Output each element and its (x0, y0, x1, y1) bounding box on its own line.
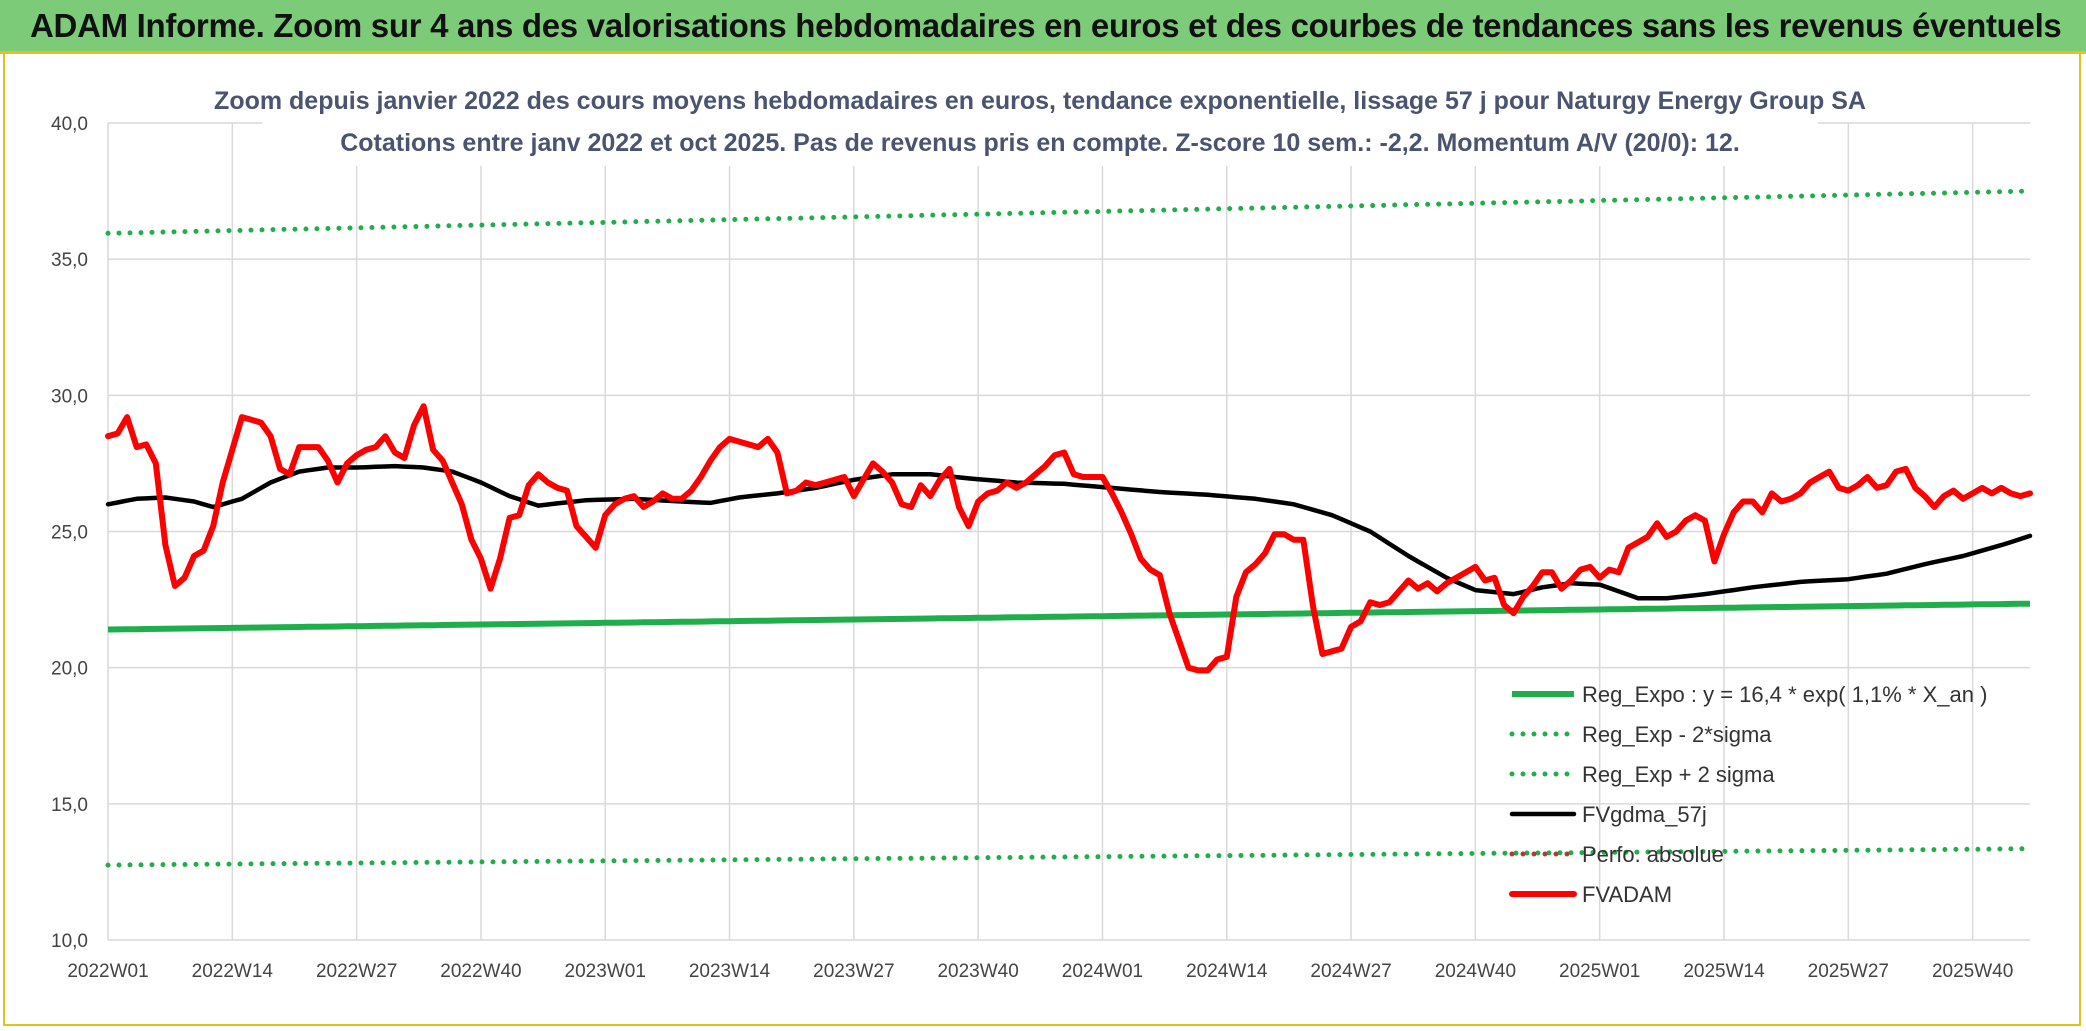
axis-ticks: 10,0 15,0 20,0 25,0 30,0 35,0 40,0 2022W01 2022W… (51, 114, 2013, 982)
x-tick-label: 2025W27 (1808, 961, 1889, 982)
chart-frame (3, 54, 2081, 1026)
banner-title: ADAM Informe. Zoom sur 4 ans des valoris… (30, 7, 2062, 44)
x-tick-label: 2024W01 (1062, 961, 1143, 982)
grid (107, 122, 2030, 941)
x-tick-label: 2023W40 (937, 961, 1018, 982)
series-line-reg-exp-2-sigma (105, 188, 2033, 236)
y-tick-label: 35,0 (51, 250, 88, 271)
y-tick-label: 30,0 (51, 386, 88, 407)
x-tick-label: 2024W40 (1435, 961, 1516, 982)
legend-label: Perfo. absolue (1582, 842, 1724, 867)
legend-label: FVADAM (1582, 882, 1672, 907)
y-tick-label: 25,0 (51, 523, 88, 544)
chart-title: Zoom depuis janvier 2022 des cours moyen… (214, 87, 1866, 115)
legend-label: Reg_Exp + 2 sigma (1582, 762, 1775, 787)
legend-label: Reg_Exp - 2*sigma (1582, 722, 1772, 747)
legend: Reg_Expo : y = 16,4 * exp( 1,1% * X_an )… (1509, 682, 1987, 907)
series-line-reg-exp-2-sigma (105, 846, 2033, 868)
x-tick-label: 2022W40 (440, 961, 521, 982)
y-tick-label: 10,0 (51, 931, 88, 952)
x-tick-label: 2022W14 (192, 961, 274, 982)
series-line-reg-expo-y-16-4-exp-1-1-x-an (107, 600, 2031, 633)
x-tick-label: 2023W27 (813, 961, 894, 982)
x-tick-label: 2025W14 (1683, 961, 1765, 982)
chart-subtitle: Cotations entre janv 2022 et oct 2025. P… (340, 129, 1740, 157)
x-tick-label: 2023W14 (689, 961, 771, 982)
series-line-fvadam (105, 403, 2033, 674)
x-tick-label: 2022W01 (67, 961, 148, 982)
title-banner: ADAM Informe. Zoom sur 4 ans des valoris… (0, 0, 2086, 54)
y-tick-label: 15,0 (51, 795, 88, 816)
series-layer (105, 188, 2033, 868)
y-tick-label: 20,0 (51, 659, 88, 680)
x-tick-label: 2024W14 (1186, 961, 1268, 982)
x-tick-label: 2022W27 (316, 961, 397, 982)
legend-label: FVgdma_57j (1582, 802, 1707, 827)
legend-label: Reg_Expo : y = 16,4 * exp( 1,1% * X_an ) (1582, 682, 1987, 707)
x-tick-label: 2025W40 (1932, 961, 2013, 982)
x-tick-label: 2023W01 (565, 961, 646, 982)
chart-titles: Zoom depuis janvier 2022 des cours moyen… (214, 80, 1866, 166)
y-tick-label: 40,0 (51, 114, 88, 135)
series-line-fvgdma-57j (105, 463, 2033, 601)
x-tick-label: 2024W27 (1310, 961, 1391, 982)
x-tick-label: 2025W01 (1559, 961, 1640, 982)
